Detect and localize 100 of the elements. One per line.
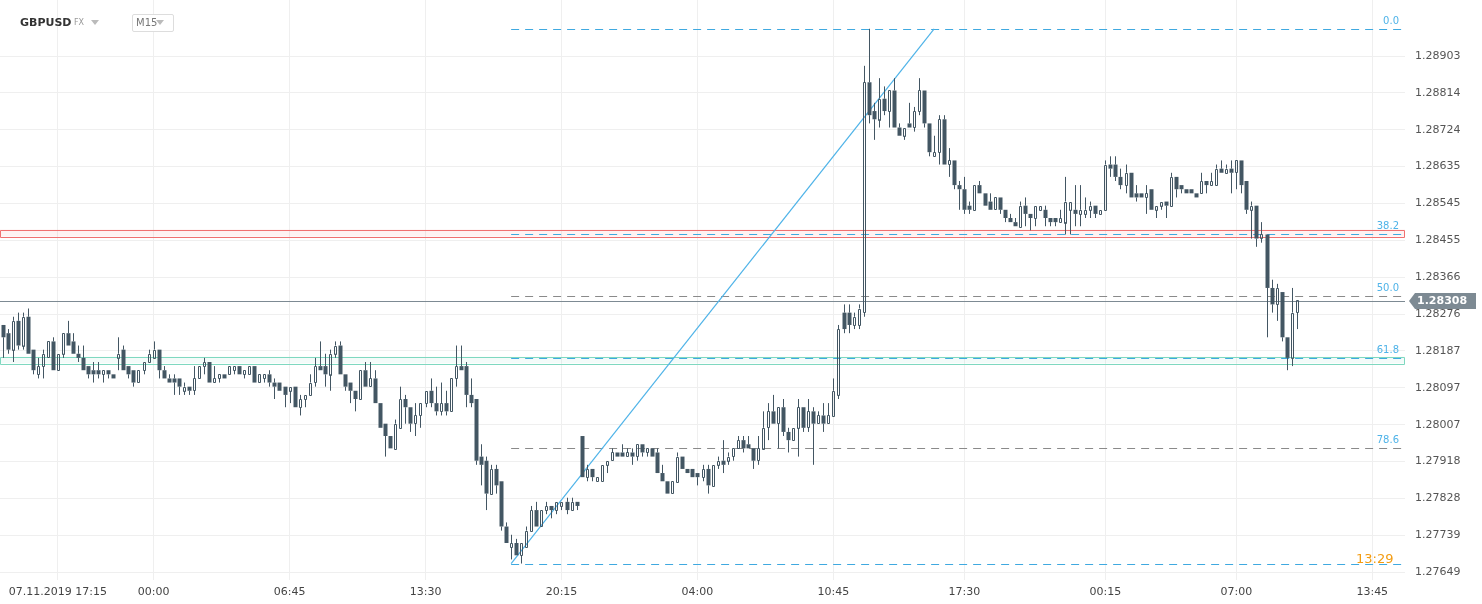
x-tick-label: 04:00 [681,585,714,599]
candlestick [153,340,156,359]
candlestick [338,340,343,375]
candlestick [630,447,635,466]
candlestick [918,77,921,116]
candlestick [1265,234,1270,338]
text: GBPUSD [20,16,72,29]
y-tick-label: 1.28903 [1415,49,1461,63]
annotation: M15 [136,17,158,28]
candlestick [334,340,337,359]
candlestick [1053,218,1058,227]
x-tick-label: 13:45 [1356,585,1389,599]
candlestick [1219,159,1224,173]
candlestick [620,443,625,457]
candlestick [751,448,756,470]
candlestick [706,464,711,495]
candlestick [42,349,45,379]
x-tick-label: 13:30 [409,585,442,599]
y-tick-label: 1.27739 [1415,528,1461,542]
y-tick-label: 1.27649 [1415,565,1461,579]
candlestick [1270,279,1275,314]
candlestick [565,497,570,515]
candlestick [157,349,162,379]
candlestick [781,398,786,437]
candlestick [283,386,288,408]
candlestick [897,122,902,136]
candlestick [746,435,751,449]
candlestick [309,373,312,396]
candlestick [737,435,740,449]
candlestick [51,336,56,371]
candlestick [640,444,645,458]
candlestick [403,394,408,425]
candlestick [590,468,595,482]
candlestick [1280,292,1285,342]
y-tick-label: 1.28366 [1415,270,1461,284]
y-tick-label: 1.28187 [1415,343,1461,357]
candlestick [455,345,458,388]
candlestick [863,65,866,318]
candlestick [16,312,21,351]
candlestick [1204,180,1209,194]
candlestick [882,85,887,116]
y-tick-label: 1.28276 [1415,307,1461,321]
y-tick-label: 1.27828 [1415,491,1461,505]
candlestick [162,365,167,379]
candlestick [847,303,852,334]
candlestick [177,378,182,396]
candlestick [429,377,434,408]
candlestick [771,394,776,424]
candlestick [534,501,539,527]
y-tick-label: 1.28455 [1415,233,1461,247]
candlestick [767,402,770,441]
candlestick [957,180,962,211]
y-tick-label: 1.28545 [1415,196,1461,210]
annotation: 78.6 [1376,434,1399,446]
x-tick-label: 00:15 [1089,585,1122,599]
candlestick [1064,176,1067,235]
candlestick [71,332,76,354]
x-tick-label: 17:30 [948,585,981,599]
candlestick [1215,164,1218,186]
candlestick [218,374,221,384]
candlestick [504,521,509,543]
candlestick [732,448,735,462]
annotation: 38.2 [1376,220,1399,232]
candlestick [314,357,317,388]
candlestick [892,77,897,128]
candlestick [695,473,700,486]
candlestick [721,439,726,474]
x-tick-label: 07:00 [1220,585,1253,599]
candlestick [998,197,1003,215]
candlestick [801,407,806,433]
annotation: 50.0 [1376,282,1399,294]
x-tick-label: 06:45 [273,585,306,599]
candlestick [1296,300,1299,330]
candlestick [203,357,206,375]
candlestick [977,180,982,194]
candlestick [655,447,660,474]
candlestick [575,501,580,511]
y-tick-label: 1.27918 [1415,454,1461,468]
candlestick [1093,205,1098,219]
candlestick [263,374,266,384]
candlestick [131,370,136,388]
x-tick-label: 20:15 [545,585,578,599]
candlestick [549,505,554,519]
candlestick [832,377,835,417]
candlestick [676,451,679,483]
candlestick [811,406,816,466]
candlestick [408,407,413,433]
candlestick [514,538,519,556]
candlestick [927,123,932,157]
candlestick [1073,184,1078,227]
x-tick-label: 00:00 [137,585,170,599]
candlestick [907,102,912,128]
candlestick [148,349,151,363]
candlestick [1254,205,1259,248]
candlestick [323,353,328,388]
candlestick [922,90,927,129]
candlestick [373,369,378,404]
candlestick [1023,196,1028,227]
candlestick [525,526,528,548]
candlestick [117,336,120,371]
